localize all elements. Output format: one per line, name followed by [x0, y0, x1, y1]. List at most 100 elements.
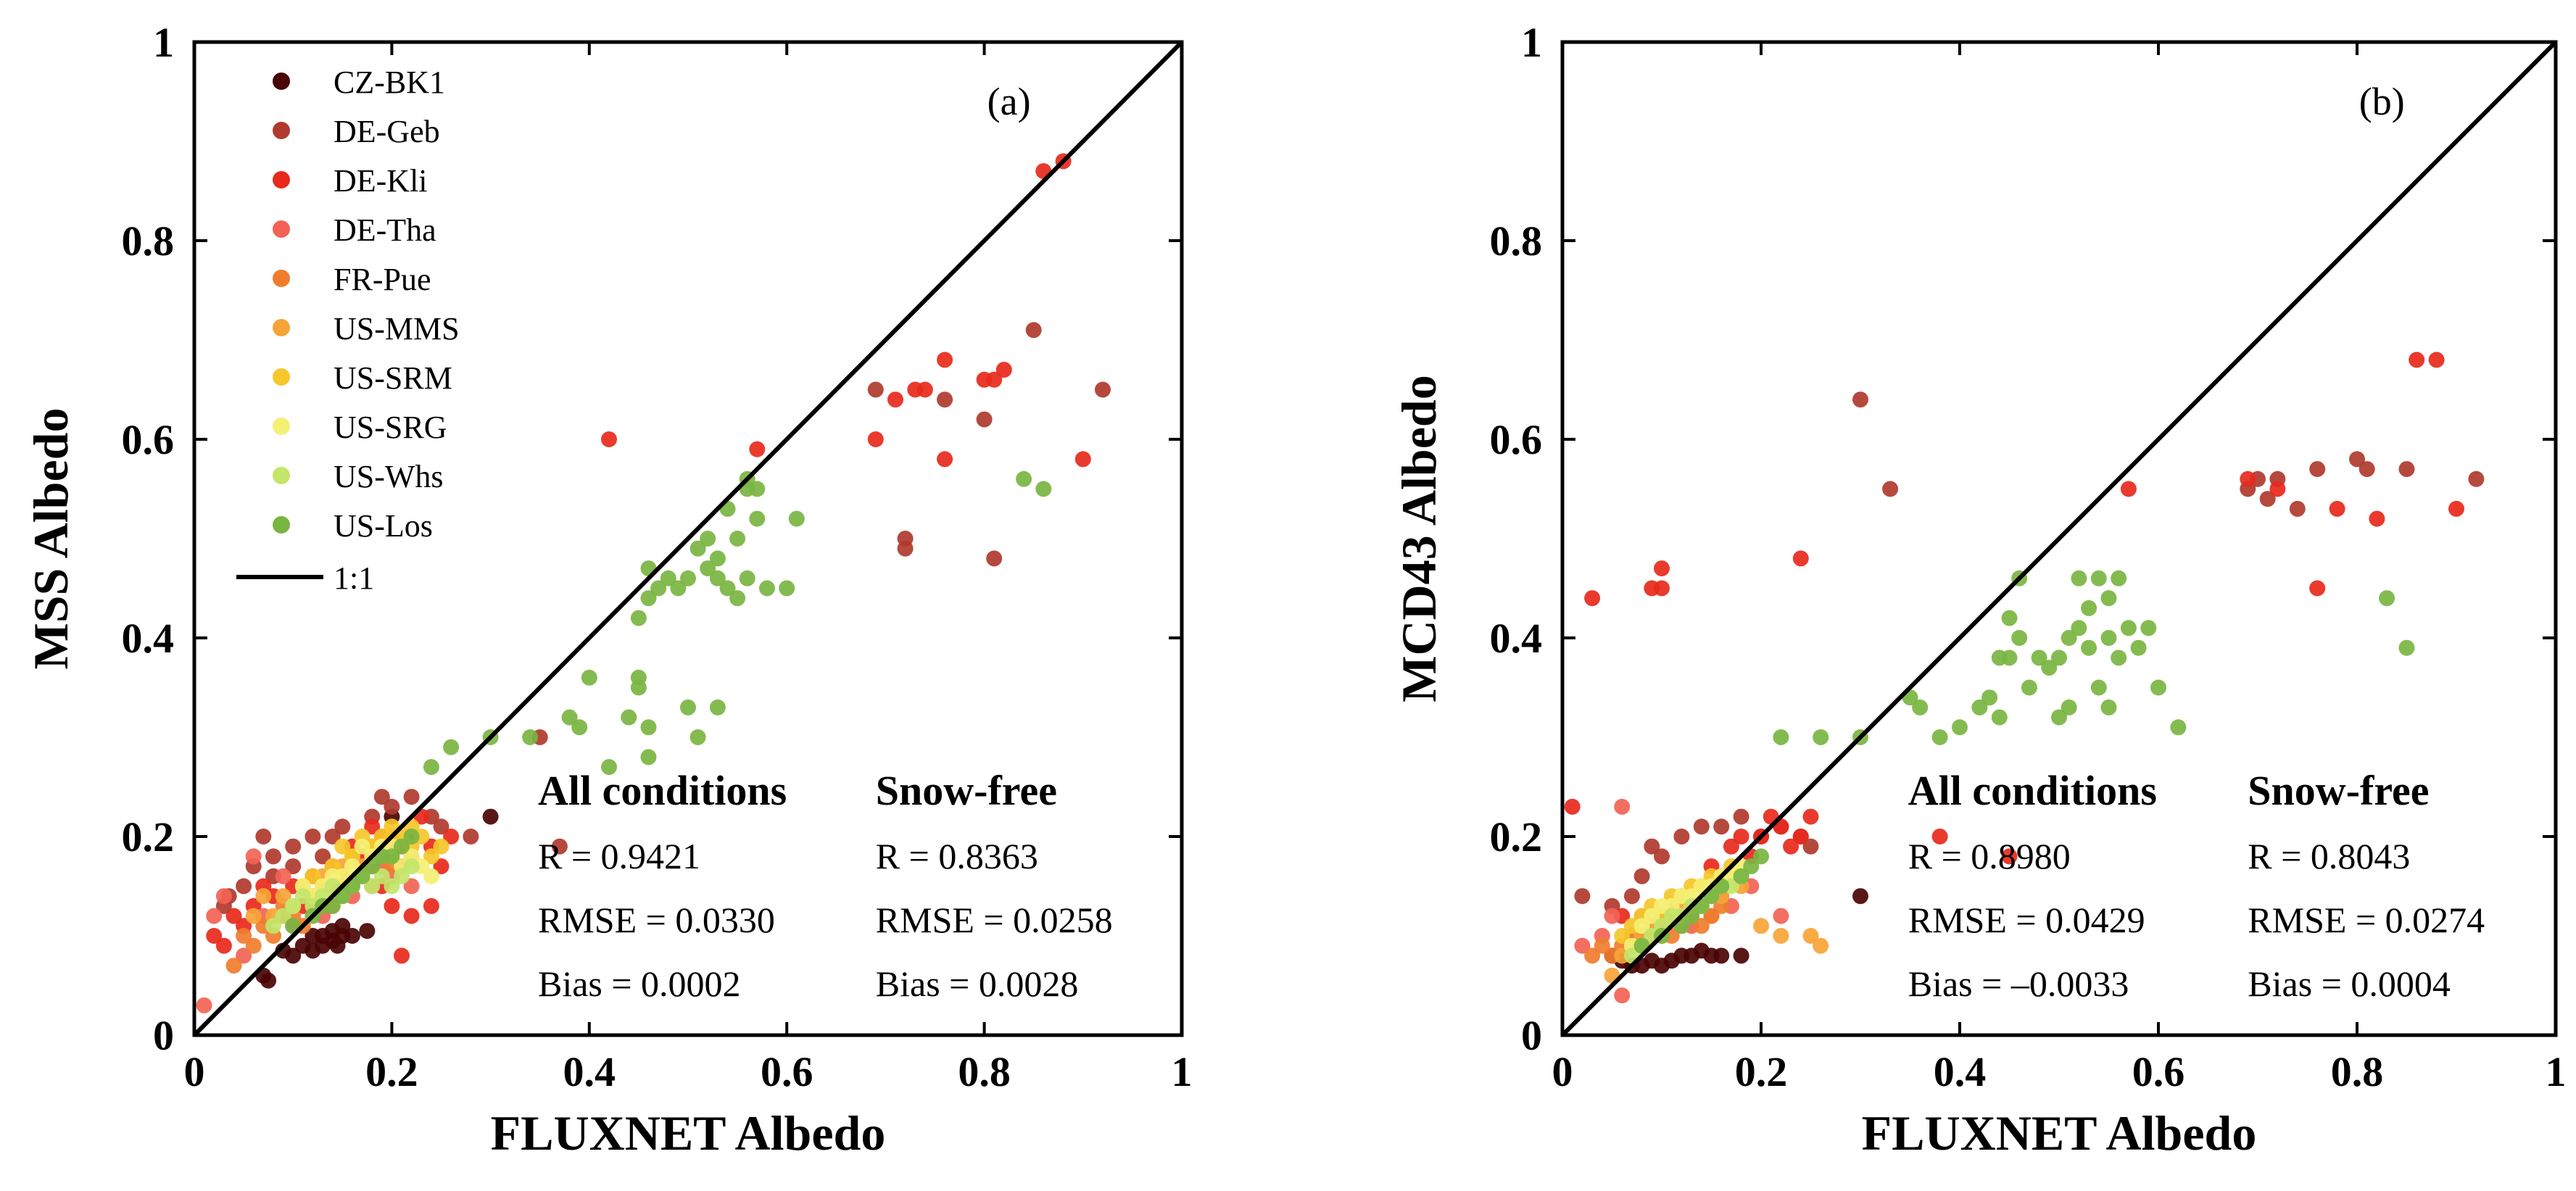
data-point [1633, 918, 1650, 934]
data-point [522, 729, 539, 745]
data-point [700, 560, 716, 577]
y-tick-label: 0 [153, 1012, 174, 1059]
legend-label: US-SRG [334, 410, 447, 445]
data-point [670, 580, 687, 597]
x-tick-label: 0.8 [2331, 1048, 2384, 1095]
data-point [995, 362, 1012, 378]
data-point [2090, 679, 2107, 696]
legend-marker [273, 368, 290, 386]
data-point [2090, 570, 2107, 586]
data-point [2001, 848, 2018, 865]
data-point [2130, 639, 2147, 656]
data-point [1792, 550, 1809, 567]
data-point [937, 451, 953, 468]
data-point [384, 897, 400, 914]
stats-block: All conditions R = 0.9421 RMSE = 0.0330 Bia… [538, 767, 1113, 1004]
data-point [1095, 381, 1111, 398]
data-point [394, 838, 410, 855]
data-point [403, 829, 420, 845]
data-point [423, 897, 439, 914]
data-point [384, 878, 400, 895]
stats-heading-all-conditions: All conditions [1908, 767, 2157, 814]
legend-label: US-Whs [334, 459, 444, 494]
data-point [1733, 808, 1749, 825]
stats-line: Bias = –0.0033 [1908, 963, 2129, 1004]
legend-marker [273, 122, 290, 139]
data-point [759, 580, 775, 597]
data-point [2120, 620, 2137, 636]
data-point [1813, 937, 1829, 954]
y-tick-label: 0 [1521, 1012, 1542, 1059]
data-point [2100, 630, 2117, 646]
data-point [2398, 639, 2415, 656]
data-point [2398, 461, 2415, 478]
legend: CZ-BK1 DE-Geb DE-Kli DE-Tha FR-Pue US-MMS US-S… [236, 65, 460, 596]
data-point [2170, 719, 2187, 736]
panel-label: (b) [2359, 80, 2405, 123]
series-us-los [1633, 570, 2415, 954]
data-point [1713, 818, 1730, 835]
data-point [275, 908, 291, 924]
legend-label: DE-Geb [334, 114, 440, 149]
legend-label: US-SRM [334, 360, 452, 396]
data-point [937, 391, 953, 408]
data-point [225, 908, 242, 924]
data-point [285, 858, 302, 875]
data-point [1584, 947, 1601, 964]
data-point [1654, 580, 1670, 597]
y-axis-title: MCD43 Albedo [1391, 375, 1446, 702]
y-tick-label: 0.6 [1490, 416, 1543, 463]
data-point [1614, 987, 1631, 1004]
stats-line: RMSE = 0.0330 [538, 900, 775, 940]
data-point [2111, 650, 2127, 666]
data-point [2111, 570, 2127, 586]
x-axis-title: FLUXNET Albedo [491, 1105, 886, 1161]
panel-b: 00 0.2 0.2 0.4 0.4 0.6 0.6 0.8 0.8 1 1 FLUXNET Albe… [1391, 19, 2567, 1161]
data-point [729, 531, 746, 547]
data-point [640, 590, 657, 607]
data-point [630, 679, 647, 696]
data-point [719, 580, 736, 597]
data-point [1644, 908, 1660, 924]
legend-label: FR-Pue [334, 262, 431, 297]
data-point [1991, 709, 2008, 726]
data-point [482, 808, 499, 825]
data-point [571, 719, 588, 736]
data-point [1035, 481, 1052, 497]
x-tick-label: 0.6 [2132, 1048, 2185, 1095]
y-tick-label: 0.6 [122, 416, 175, 463]
data-point [2051, 650, 2067, 666]
data-point [1594, 937, 1610, 954]
data-point [236, 878, 252, 895]
data-point [1623, 888, 1640, 905]
legend-label: US-MMS [334, 311, 460, 346]
data-point [551, 838, 568, 855]
data-point [2081, 639, 2097, 656]
legend-marker [273, 418, 290, 435]
data-point [245, 937, 262, 954]
data-point [255, 888, 272, 905]
data-point [215, 888, 232, 905]
plot-frame [1560, 40, 2558, 1037]
data-point [373, 868, 390, 884]
data-point [897, 540, 914, 557]
data-point [2468, 470, 2485, 487]
data-point [1773, 928, 1789, 944]
data-point [2329, 500, 2345, 517]
data-point [887, 391, 903, 408]
stats-line: R = 0.8980 [1908, 836, 2071, 876]
data-point [1614, 798, 1631, 815]
legend-label: US-Los [334, 508, 433, 544]
data-point [2369, 510, 2385, 527]
data-point [403, 789, 420, 805]
data-point [324, 829, 341, 845]
data-point [2379, 590, 2395, 607]
stats-line: R = 0.9421 [538, 836, 700, 876]
legend-marker [273, 516, 290, 534]
data-point [729, 590, 746, 607]
data-point [2120, 481, 2137, 497]
data-point [403, 858, 420, 875]
x-axis-title: FLUXNET Albedo [1862, 1105, 2257, 1161]
data-point [1753, 918, 1769, 934]
